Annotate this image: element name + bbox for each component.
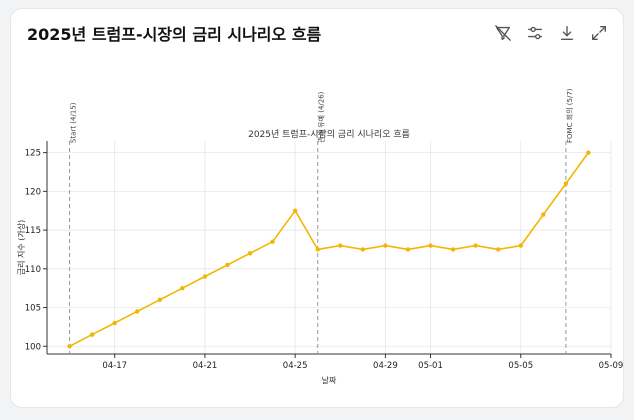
- line-chart: 100 105 110 115 120 125 04-17 04-21 04-25 04-29 05…: [16, 88, 623, 385]
- x-tick-label: 04-25: [283, 361, 308, 371]
- y-tick-label: 115: [25, 226, 41, 236]
- card-title: 2025년 트럼프-시장의 금리 시나리오 흐름: [27, 25, 322, 44]
- data-point: [180, 285, 185, 291]
- x-tick-label: 04-29: [373, 361, 398, 371]
- expand-icon: [592, 26, 606, 40]
- event-label: 관세 유예 (4/26): [317, 91, 326, 143]
- series-line: [69, 152, 590, 348]
- x-tick-label: 04-21: [193, 361, 218, 371]
- y-tick-label: 100: [25, 342, 41, 352]
- data-point: [67, 344, 72, 349]
- data-point: [89, 332, 95, 337]
- hide-code-icon: [495, 25, 511, 41]
- data-point: [225, 262, 230, 268]
- data-point: [428, 243, 433, 248]
- data-point: [383, 243, 388, 248]
- hide-code-button[interactable]: [493, 23, 513, 43]
- data-point: [292, 208, 298, 213]
- settings-sliders-icon: [528, 26, 542, 40]
- plot-title: 2025년 트럼프-시장의 금리 시나리오 흐름: [248, 128, 410, 140]
- data-point: [247, 251, 253, 256]
- data-point: [157, 297, 162, 302]
- data-point: [112, 320, 117, 326]
- data-point: [270, 239, 275, 244]
- settings-button[interactable]: [525, 23, 545, 43]
- data-point: [135, 309, 140, 314]
- y-tick-label: 110: [25, 265, 41, 275]
- x-tick-label: 05-09: [599, 361, 623, 371]
- expand-button[interactable]: [589, 23, 609, 43]
- x-tick-label: 04-17: [102, 361, 127, 371]
- event-label: Start (4/15): [70, 102, 78, 143]
- chart-area: 100 105 110 115 120 125 04-17 04-21 04-25 04-29 05…: [11, 9, 623, 407]
- data-point: [405, 247, 411, 252]
- y-tick-label: 120: [25, 187, 41, 197]
- data-point: [450, 247, 456, 252]
- y-tick-label: 125: [25, 149, 41, 159]
- y-axis-label: 금리 지수 (가상): [16, 220, 26, 276]
- data-point: [541, 212, 546, 217]
- data-point: [518, 243, 523, 248]
- data-point: [338, 243, 343, 248]
- chart-card: 2025년 트럼프-시장의 금리 시나리오 흐름 1: [10, 8, 624, 408]
- data-point: [496, 247, 501, 252]
- y-tick-label: 105: [25, 304, 41, 314]
- download-button[interactable]: [557, 23, 577, 43]
- download-icon: [560, 26, 574, 40]
- x-axis-label: 날짜: [322, 375, 337, 385]
- data-point: [563, 181, 569, 186]
- data-point: [202, 274, 208, 279]
- data-point: [360, 247, 366, 252]
- data-point: [473, 243, 478, 248]
- x-tick-label: 05-01: [418, 361, 443, 371]
- event-label: FOMC 회의 (5/7): [565, 88, 574, 143]
- data-point: [586, 150, 591, 155]
- data-point: [315, 247, 320, 252]
- x-tick-label: 05-05: [508, 361, 533, 371]
- chart-toolbar: [493, 23, 609, 43]
